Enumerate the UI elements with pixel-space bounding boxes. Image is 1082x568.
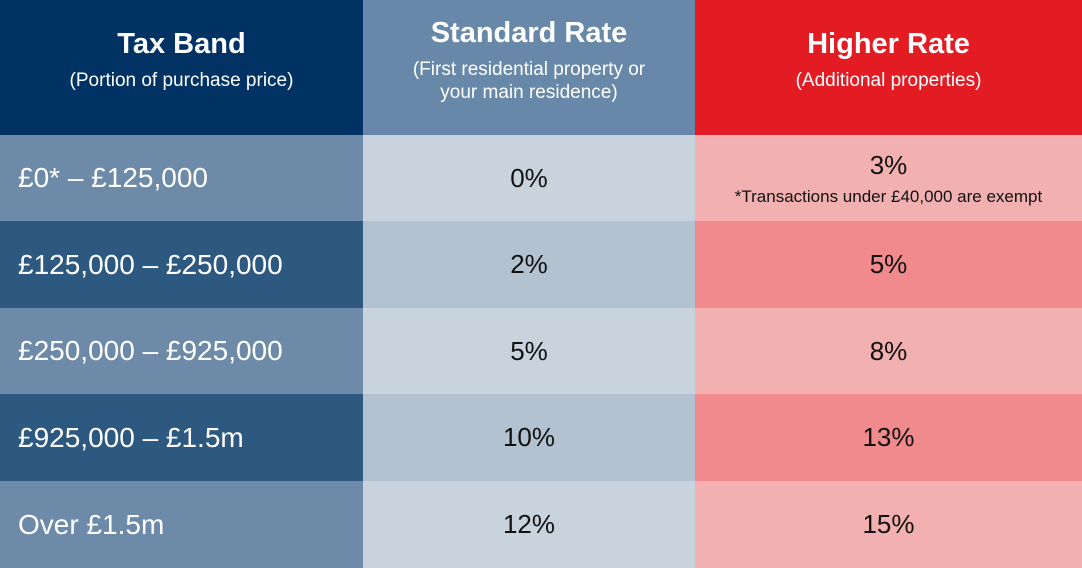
row-5-band: Over £1.5m [0,481,363,568]
header-standard-rate-subtitle-line2: your main residence) [440,81,618,103]
header-standard-rate-title: Standard Rate [430,16,628,49]
row-3-band: £250,000 – £925,000 [0,308,363,394]
header-standard-rate-subtitle: (First residential property or your main… [413,58,645,104]
header-tax-band-title: Tax Band [117,28,246,60]
header-higher-rate: Higher Rate (Additional properties) [695,0,1082,135]
header-tax-band: Tax Band (Portion of purchase price) [0,0,363,135]
row-1-standard-rate: 0% [363,135,695,221]
header-higher-rate-subtitle: (Additional properties) [795,70,982,91]
row-4-standard-rate: 10% [363,394,695,481]
row-3-standard-rate: 5% [363,308,695,394]
header-standard-rate: Standard Rate (First residential propert… [363,0,695,135]
row-1-higher-rate-value: 3% [869,149,908,180]
row-4-band: £925,000 – £1.5m [0,394,363,481]
row-2-standard-rate: 2% [363,221,695,308]
row-2-higher-rate: 5% [695,221,1082,308]
header-standard-rate-subtitle-line1: (First residential property or [412,58,646,80]
row-4-higher-rate: 13% [695,394,1082,481]
row-1-higher-rate: 3% *Transactions under £40,000 are exemp… [695,135,1082,221]
header-tax-band-subtitle: (Portion of purchase price) [69,70,294,91]
row-5-standard-rate: 12% [363,481,695,568]
row-5-higher-rate: 15% [695,481,1082,568]
row-3-higher-rate: 8% [695,308,1082,394]
row-1-band: £0* – £125,000 [0,135,363,221]
exemption-note: *Transactions under £40,000 are exempt [734,186,1043,206]
row-2-band: £125,000 – £250,000 [0,221,363,308]
header-higher-rate-title: Higher Rate [807,28,970,60]
